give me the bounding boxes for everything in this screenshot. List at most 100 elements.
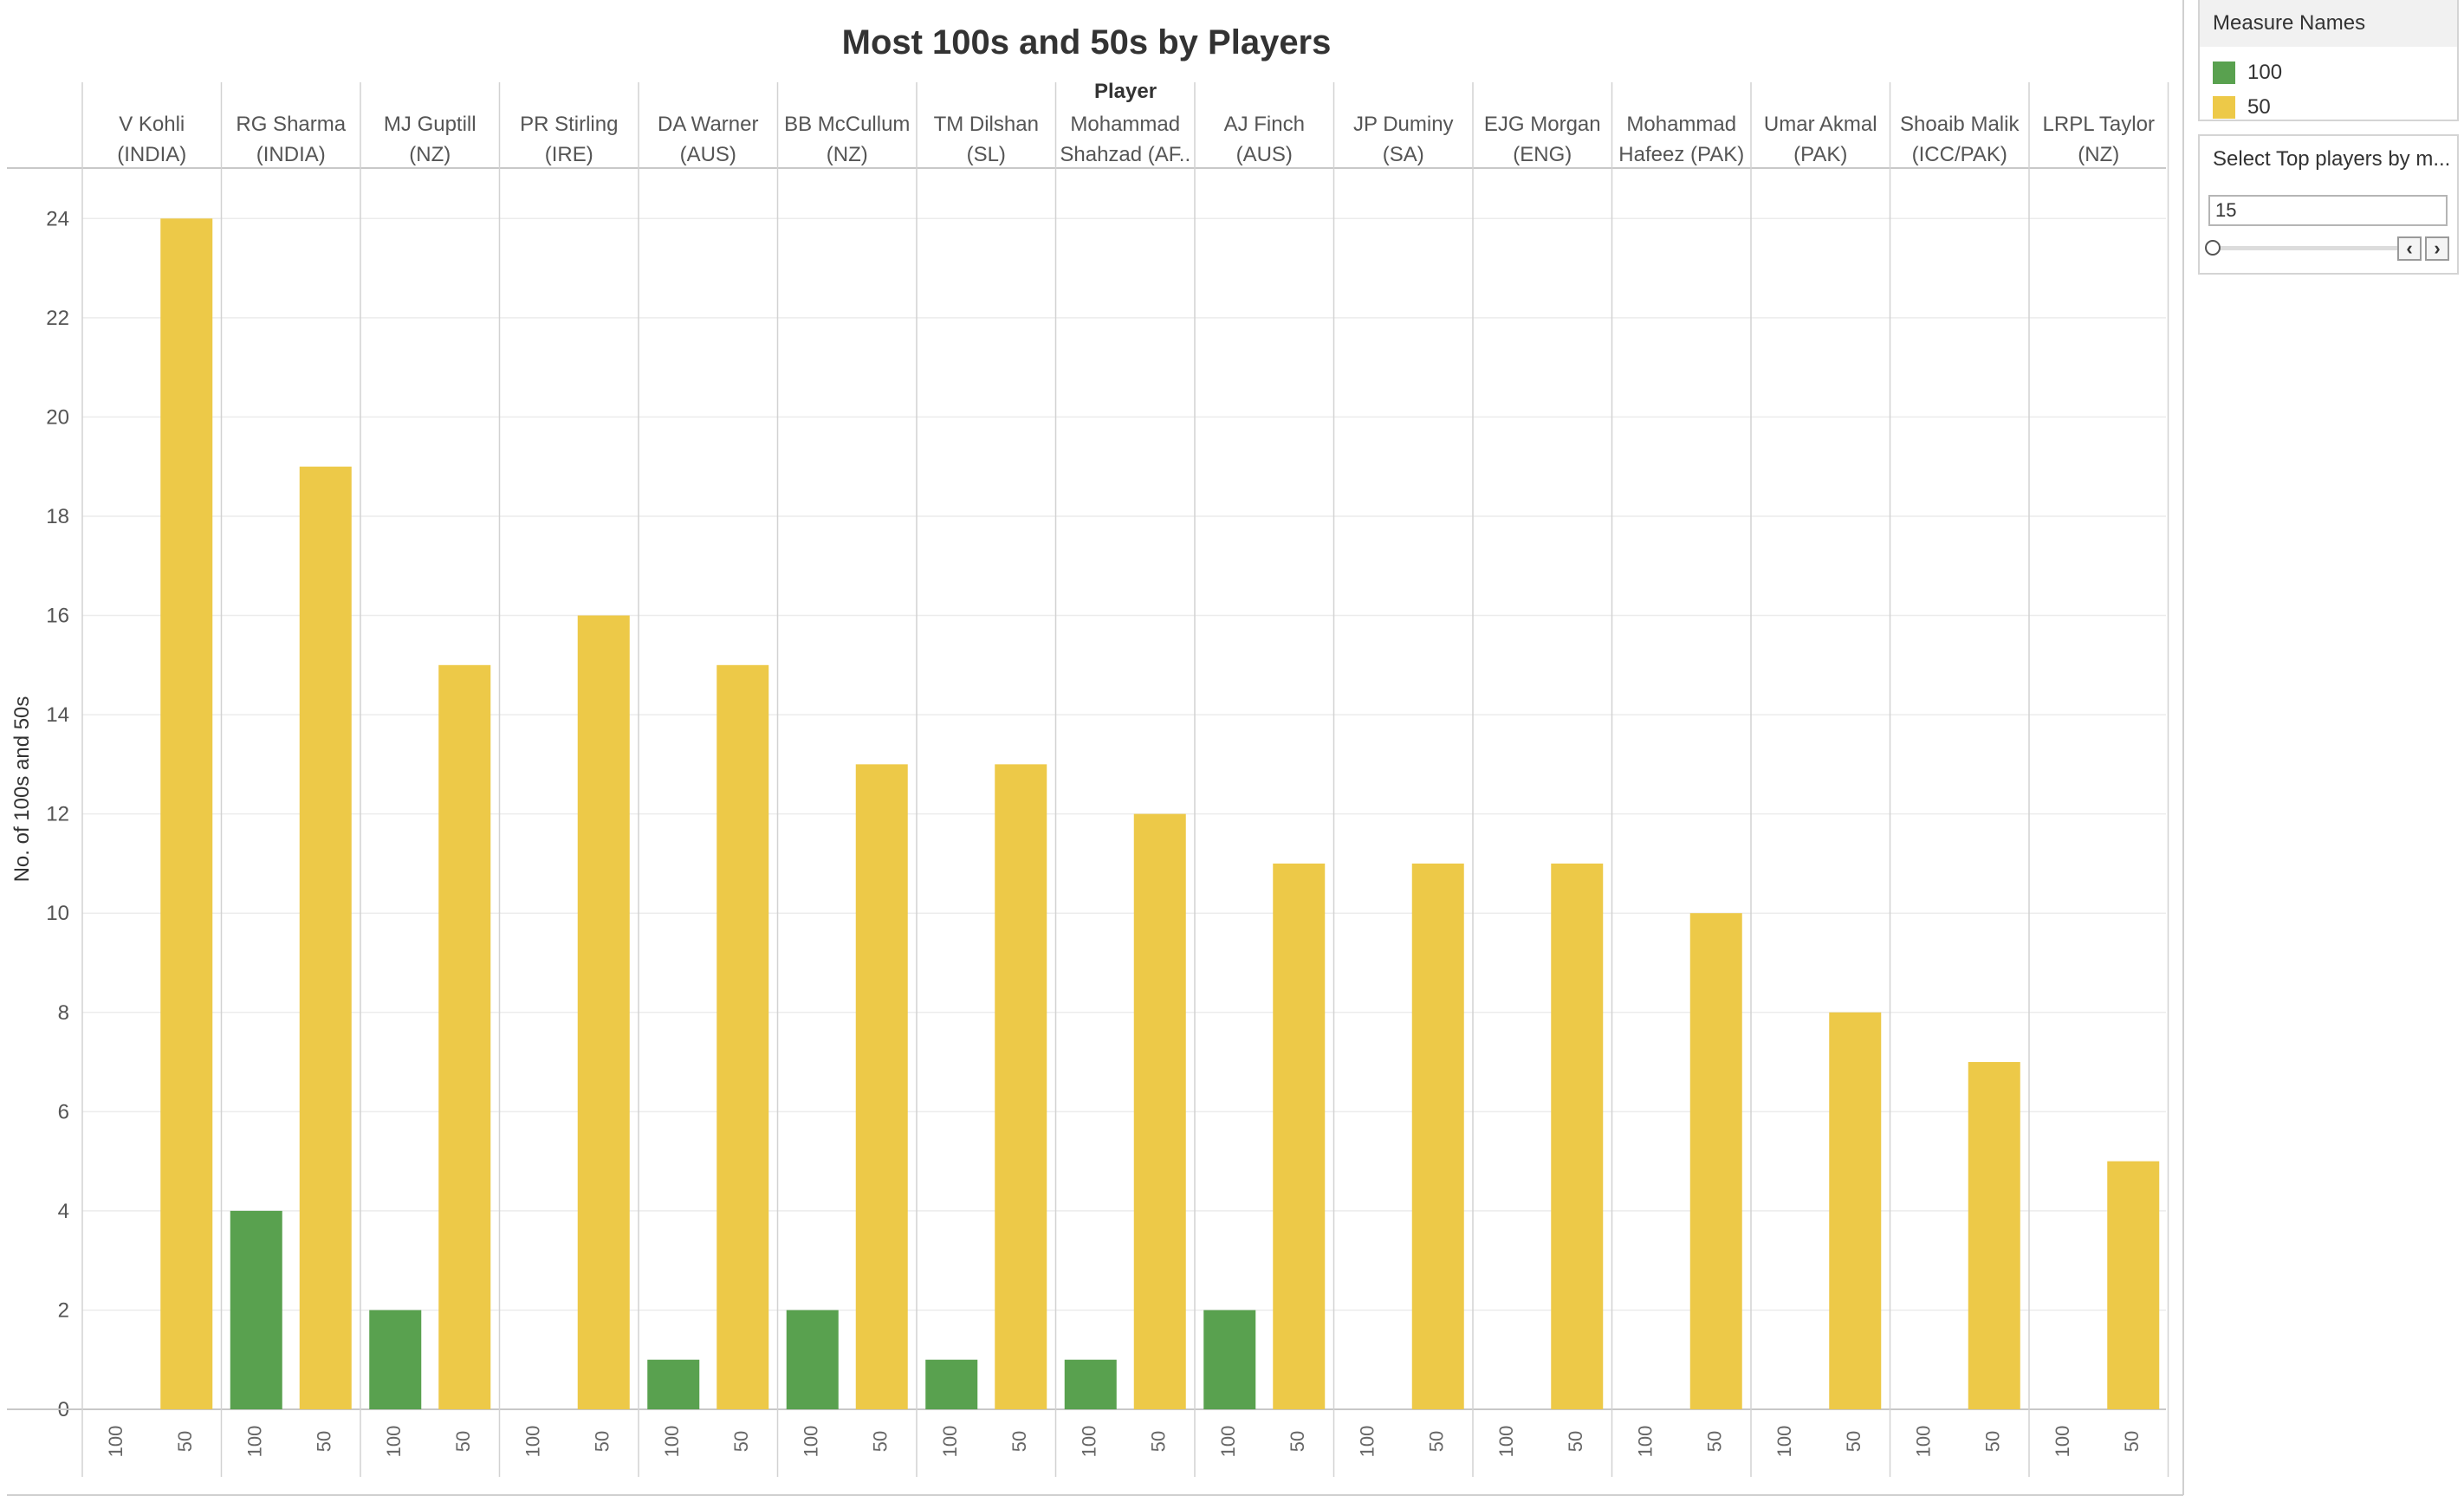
measure-axis-label: 100	[383, 1426, 405, 1458]
y-tick-label: 2	[58, 1298, 69, 1322]
measure-axis-label: 50	[730, 1431, 752, 1452]
top-players-input[interactable]	[2208, 195, 2448, 226]
player-country-label: Shahzad (AF..	[1060, 143, 1190, 166]
bar-100	[1064, 1359, 1117, 1409]
bar-50	[577, 615, 630, 1409]
measure-axis-label: 50	[2121, 1431, 2143, 1452]
legend-card: Measure Names 100 50	[2198, 0, 2459, 121]
player-country-label: (AUS)	[680, 143, 736, 166]
y-tick-label: 10	[46, 902, 69, 925]
column-header: Player	[1094, 80, 1157, 103]
y-tick-label: 12	[46, 803, 69, 826]
bar-100	[1203, 1310, 1256, 1409]
y-tick-label: 4	[58, 1200, 69, 1223]
measure-axis-label: 100	[1217, 1426, 1239, 1458]
measure-axis-label: 100	[801, 1426, 822, 1458]
slider-track[interactable]	[2217, 246, 2399, 250]
y-tick-label: 16	[46, 605, 69, 628]
player-name-label: V Kohli	[119, 113, 185, 136]
previous-step-button[interactable]: ‹	[2397, 236, 2422, 261]
player-country-label: (PAK)	[1793, 143, 1847, 166]
player-country-label: (INDIA)	[117, 143, 186, 166]
bar-50	[717, 664, 769, 1409]
measure-axis-label: 50	[1426, 1431, 1448, 1452]
player-name-label: JP Duminy	[1353, 113, 1454, 136]
measure-axis-label: 100	[244, 1426, 266, 1458]
bar-50	[438, 664, 491, 1409]
bar-50	[995, 764, 1047, 1409]
measure-axis-label: 100	[1079, 1426, 1100, 1458]
player-country-label: (SA)	[1383, 143, 1424, 166]
measure-axis-label: 100	[2052, 1426, 2073, 1458]
player-name-label: AJ Finch	[1224, 113, 1305, 136]
legend-swatch-100	[2213, 62, 2235, 84]
bar-50	[855, 764, 908, 1409]
bar-100	[786, 1310, 839, 1409]
bar-100	[925, 1359, 978, 1409]
player-country-label: (NZ)	[409, 143, 451, 166]
player-name-label: Shoaib Malik	[1900, 113, 2020, 136]
measure-axis-label: 50	[592, 1431, 613, 1452]
parameter-title: Select Top players by m...	[2200, 136, 2457, 183]
measure-axis-label: 50	[1287, 1431, 1308, 1452]
y-tick-label: 8	[58, 1001, 69, 1025]
player-name-label: PR Stirling	[520, 113, 618, 136]
player-country-label: (NZ)	[827, 143, 868, 166]
legend-swatch-50	[2213, 96, 2235, 119]
parameter-card: Select Top players by m... ‹ ›	[2198, 134, 2459, 275]
y-tick-label: 20	[46, 405, 69, 429]
measure-axis-label: 100	[1495, 1426, 1517, 1458]
bar-50	[1133, 813, 1186, 1409]
player-name-label: RG Sharma	[236, 113, 346, 136]
measure-axis-label: 100	[1357, 1426, 1378, 1458]
measure-axis-label: 50	[452, 1431, 474, 1452]
bar-50	[2107, 1161, 2160, 1409]
legend-title: Measure Names	[2200, 0, 2457, 47]
player-name-label: Mohammad	[1626, 113, 1736, 136]
measure-axis-label: 50	[1565, 1431, 1586, 1452]
legend-label-50: 50	[2247, 95, 2271, 119]
y-tick-label: 18	[46, 505, 69, 528]
bar-100	[369, 1310, 422, 1409]
measure-axis-label: 100	[1773, 1426, 1795, 1458]
measure-axis-label: 50	[1982, 1431, 2004, 1452]
y-tick-label: 6	[58, 1100, 69, 1123]
measure-axis-label: 100	[105, 1426, 126, 1458]
slider-thumb[interactable]	[2205, 240, 2221, 256]
measure-axis-label: 50	[870, 1431, 892, 1452]
bar-50	[1551, 863, 1604, 1409]
measure-axis-label: 100	[939, 1426, 961, 1458]
player-name-label: Mohammad	[1070, 113, 1180, 136]
player-country-label: (IRE)	[545, 143, 593, 166]
y-axis-label: No. of 100s and 50s	[10, 696, 34, 883]
measure-axis-label: 50	[1008, 1431, 1030, 1452]
player-name-label: LRPL Taylor	[2043, 113, 2155, 136]
legend-item-50[interactable]: 50	[2200, 90, 2457, 125]
y-tick-label: 24	[46, 207, 69, 230]
legend-item-100[interactable]: 100	[2200, 55, 2457, 90]
y-tick-label: 14	[46, 703, 69, 727]
next-step-button[interactable]: ›	[2425, 236, 2449, 261]
player-name-label: BB McCullum	[784, 113, 910, 136]
player-name-label: MJ Guptill	[384, 113, 477, 136]
chevron-left-icon: ‹	[2406, 237, 2413, 259]
chevron-right-icon: ›	[2434, 237, 2441, 259]
measure-axis-label: 100	[1635, 1426, 1657, 1458]
bar-50	[299, 466, 352, 1410]
bar-50	[1968, 1062, 2020, 1409]
player-name-label: EJG Morgan	[1484, 113, 1601, 136]
bar-100	[230, 1210, 282, 1409]
player-country-label: (AUS)	[1236, 143, 1293, 166]
player-name-label: DA Warner	[658, 113, 758, 136]
player-country-label: (ICC/PAK)	[1912, 143, 2007, 166]
measure-axis-label: 50	[1704, 1431, 1726, 1452]
player-name-label: Umar Akmal	[1764, 113, 1877, 136]
measure-axis-label: 50	[174, 1431, 196, 1452]
measure-axis-label: 50	[1148, 1431, 1170, 1452]
measure-axis-label: 100	[522, 1426, 544, 1458]
measure-axis-label: 50	[1843, 1431, 1864, 1452]
player-country-label: (SL)	[967, 143, 1006, 166]
bar-50	[160, 218, 213, 1409]
y-tick-label: 22	[46, 307, 69, 330]
